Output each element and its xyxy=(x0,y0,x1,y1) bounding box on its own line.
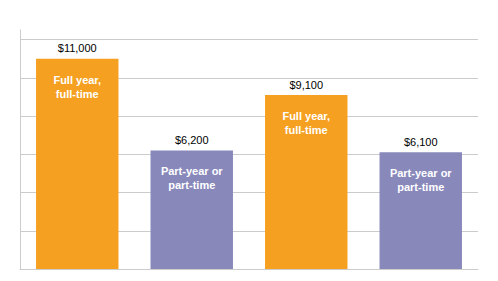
svg-text:part-time: part-time xyxy=(168,179,215,191)
svg-text:$6,100: $6,100 xyxy=(404,136,438,148)
svg-text:part-time: part-time xyxy=(397,181,444,193)
svg-text:$11,000: $11,000 xyxy=(58,42,97,54)
svg-text:$6,200: $6,200 xyxy=(175,134,209,146)
svg-text:$9,100: $9,100 xyxy=(289,79,323,91)
svg-text:full-time: full-time xyxy=(285,124,328,136)
svg-text:Full year,: Full year, xyxy=(282,110,330,122)
svg-text:Full year,: Full year, xyxy=(53,74,101,86)
svg-text:full-time: full-time xyxy=(56,88,99,100)
svg-text:Part-year or: Part-year or xyxy=(390,167,452,179)
svg-text:Part-year or: Part-year or xyxy=(161,165,223,177)
